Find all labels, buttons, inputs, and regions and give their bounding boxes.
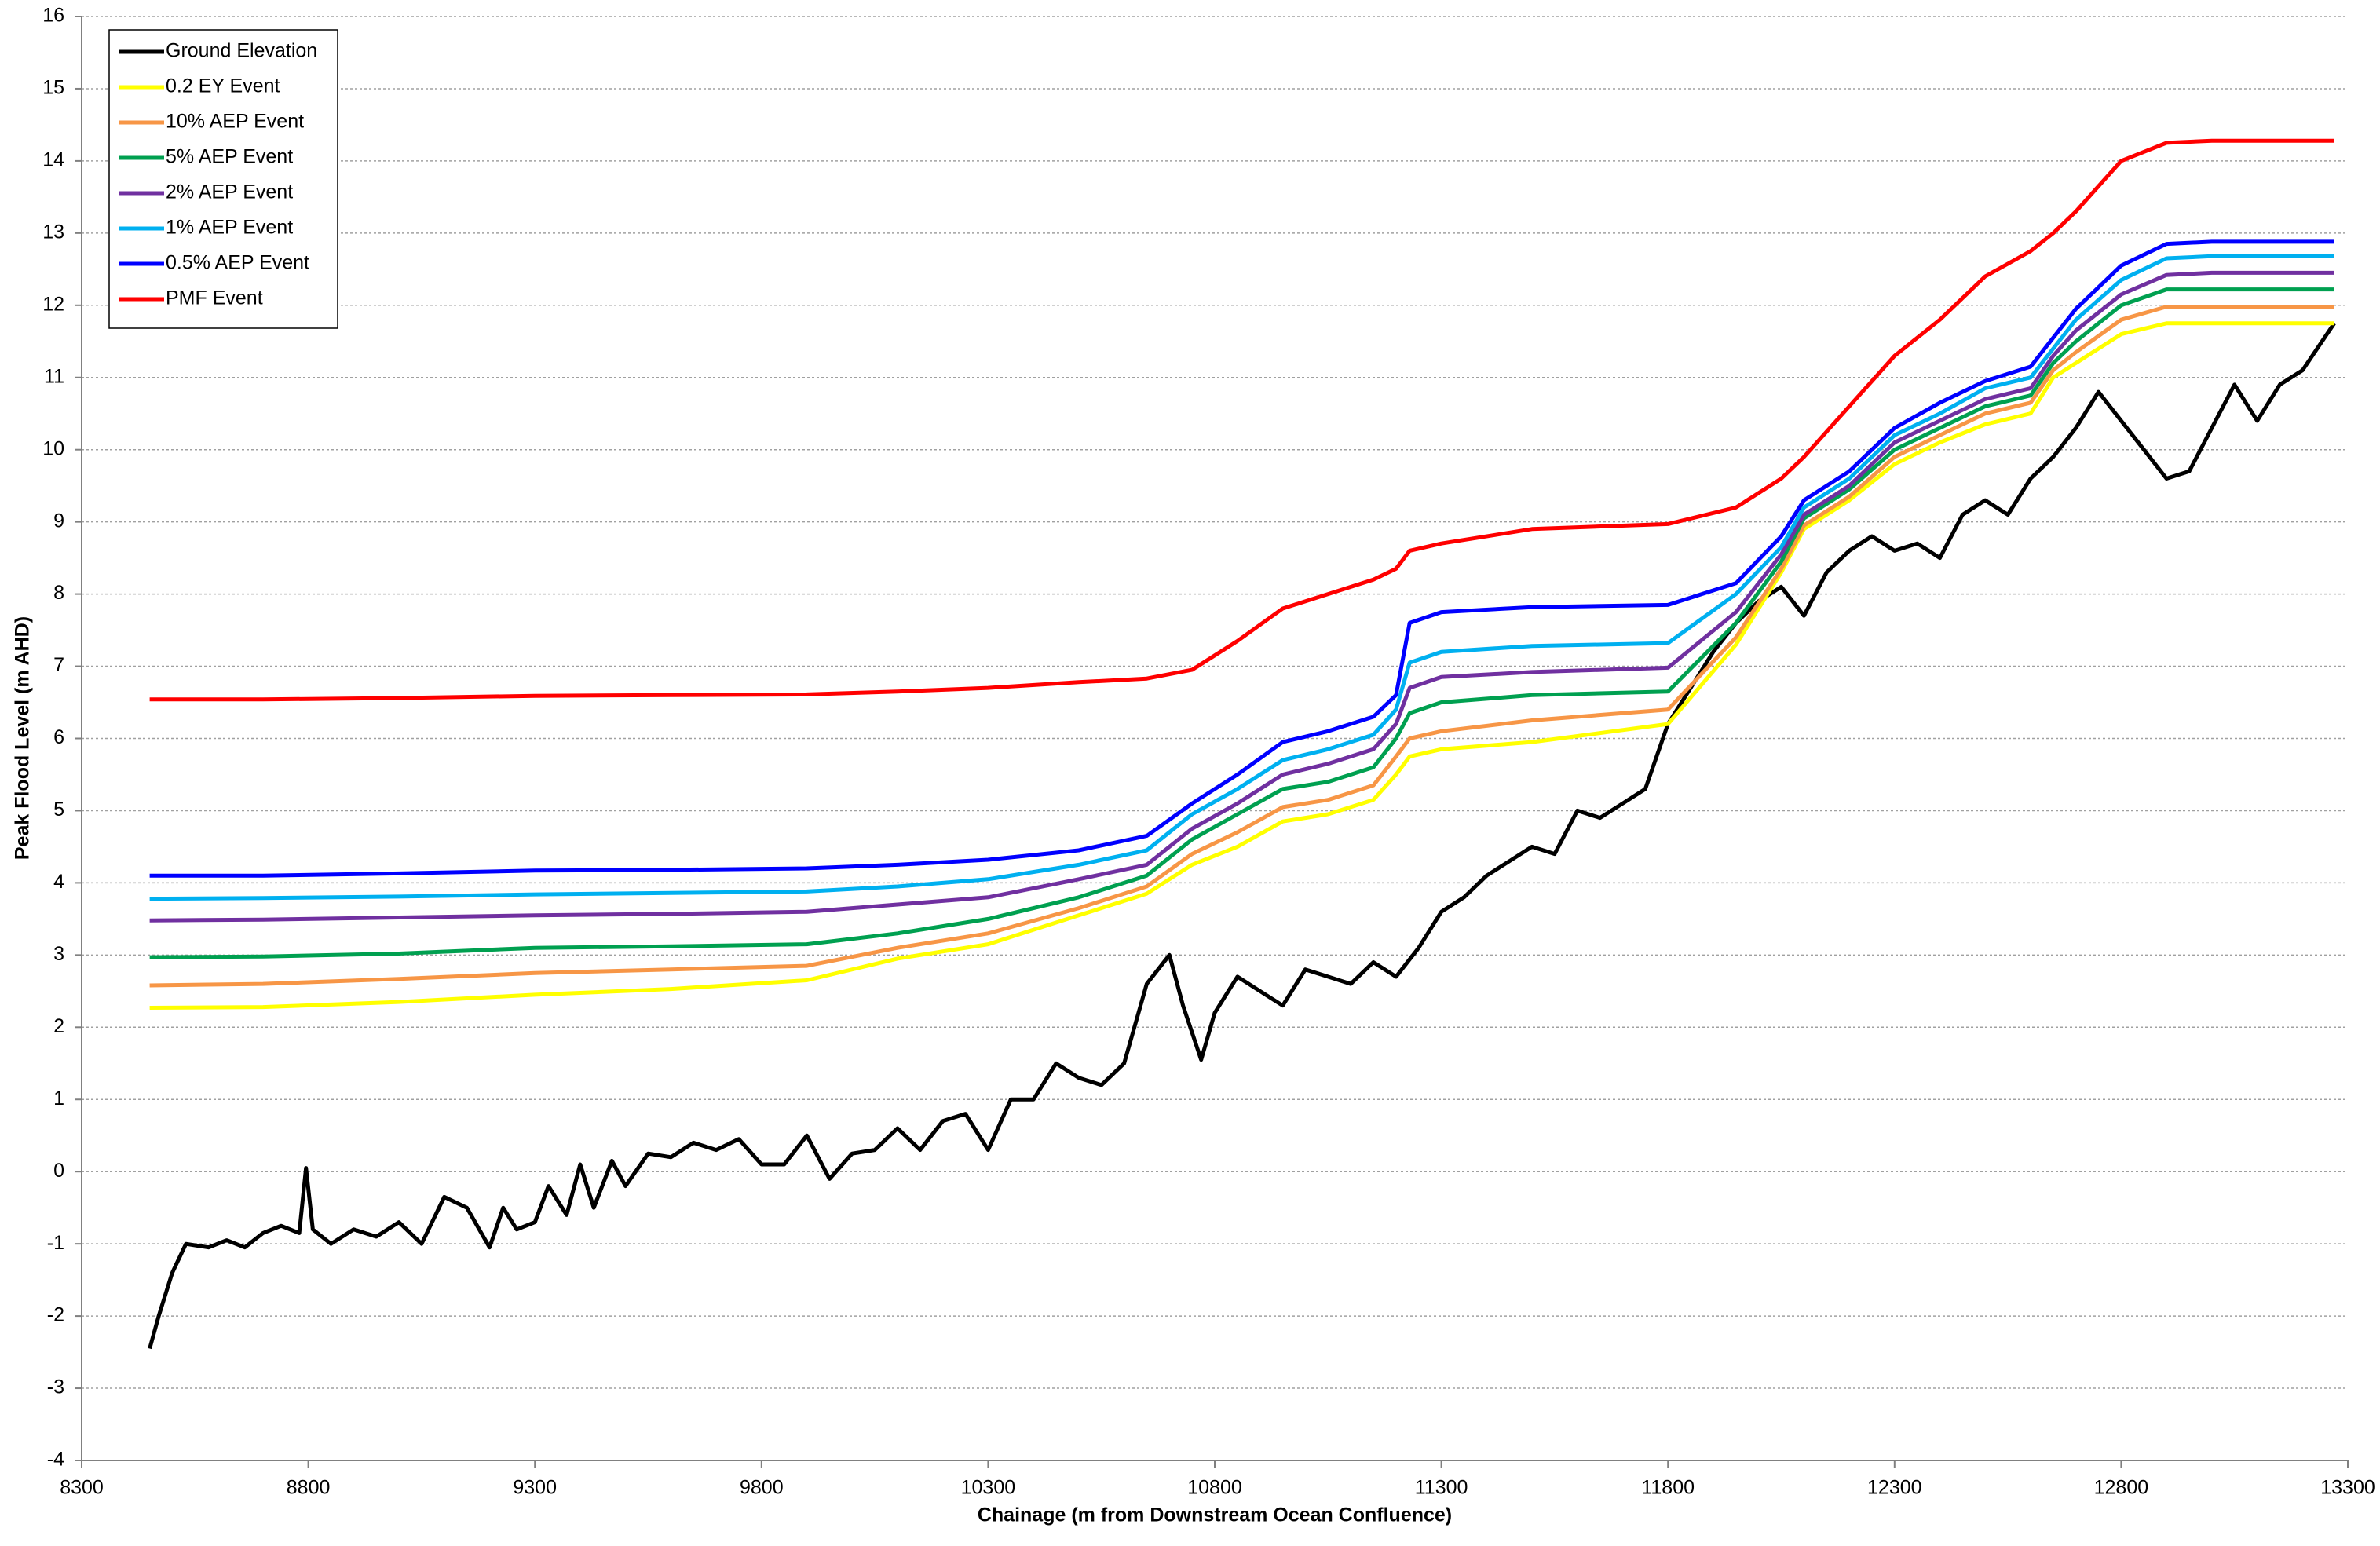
series-line <box>149 287 2334 959</box>
y-tick-label: 3 <box>53 943 64 965</box>
series-line <box>149 239 2334 878</box>
y-tick-label: 5 <box>53 799 64 821</box>
series-line <box>149 321 2334 1010</box>
y-tick-label: -4 <box>47 1449 64 1471</box>
legend: Ground Elevation 0.2 EY Event 10% AEP Even… <box>108 29 338 329</box>
series-line <box>148 322 2336 1350</box>
y-tick-label: 9 <box>53 510 64 532</box>
x-tick-label: 12800 <box>2094 1477 2149 1499</box>
y-tick-label: 1 <box>53 1087 64 1109</box>
x-tick-label: 13300 <box>2320 1477 2375 1499</box>
legend-box <box>108 29 338 329</box>
x-tick-label: 11300 <box>1415 1477 1468 1499</box>
y-tick-label: 4 <box>53 871 64 893</box>
series-line <box>149 138 2334 702</box>
y-tick-label: 10 <box>42 437 64 459</box>
x-axis-title: Chainage (m from Downstream Ocean Conflu… <box>978 1504 1452 1526</box>
y-tick-label: 16 <box>42 5 64 27</box>
y-tick-label: 12 <box>42 293 64 315</box>
series-line <box>149 270 2334 923</box>
y-tick-label: 2 <box>53 1015 64 1037</box>
y-tick-label: 6 <box>53 726 64 748</box>
series-line <box>149 305 2334 988</box>
legend-label: 0.2 EY Event <box>166 75 280 97</box>
y-tick-label: 0 <box>53 1160 64 1182</box>
y-tick-label: 13 <box>42 221 64 243</box>
legend-label: PMF Event <box>166 287 263 309</box>
x-tick-label: 9800 <box>740 1477 784 1499</box>
x-tick-label: 10300 <box>961 1477 1016 1499</box>
x-tick-label: 8300 <box>60 1477 104 1499</box>
legend-label: 5% AEP Event <box>166 146 293 168</box>
legend-label: 0.5% AEP Event <box>166 252 309 274</box>
x-tick-label: 9300 <box>513 1477 557 1499</box>
y-tick-label: 15 <box>42 77 64 99</box>
y-tick-label: 8 <box>53 582 64 604</box>
legend-label: 2% AEP Event <box>166 181 293 203</box>
legend-label: Ground Elevation <box>166 40 317 62</box>
x-tick-label: 10800 <box>1187 1477 1242 1499</box>
y-tick-label: -1 <box>47 1232 64 1254</box>
y-tick-label: -3 <box>47 1376 64 1398</box>
x-tick-label: 8800 <box>287 1477 331 1499</box>
y-tick-label: 7 <box>53 654 64 676</box>
y-tick-label: 14 <box>42 149 64 171</box>
y-axis-title: Peak Flood Level (m AHD) <box>12 616 34 860</box>
y-tick-label: 11 <box>44 365 64 387</box>
x-tick-label: 12300 <box>1867 1477 1922 1499</box>
series-line <box>149 254 2334 901</box>
legend-label: 10% AEP Event <box>166 111 304 133</box>
y-tick-label: -2 <box>47 1304 64 1326</box>
x-tick-label: 11800 <box>1641 1477 1695 1499</box>
legend-label: 1% AEP Event <box>166 217 293 239</box>
